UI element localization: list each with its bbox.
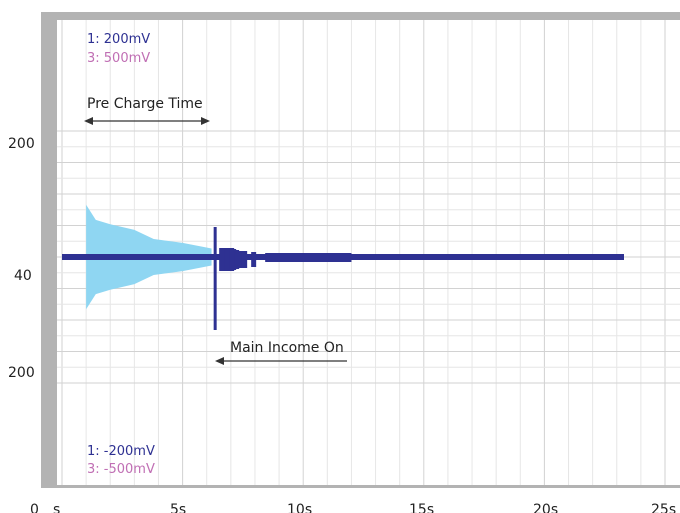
x-tick-label-0: 0 [30, 502, 39, 513]
pre-charge-annotation: Pre Charge Time [84, 96, 210, 125]
pre-charge-arrowhead-left [84, 117, 93, 125]
y-tick-label-middle: 40 [14, 268, 32, 284]
channel-1-trace [62, 227, 624, 330]
x-tick-label-25s: 25s [651, 502, 676, 513]
ch1-ringing [241, 251, 248, 268]
main-income-annotation: Main Income On [215, 340, 347, 365]
y-tick-label-lower: 200 [8, 365, 35, 381]
x-tick-label-5s: 5s [170, 502, 186, 513]
x-tick-label-15s: 15s [409, 502, 434, 513]
ch1-bottom-scale: 1: -200mV [87, 444, 155, 459]
ch1-switch-spike [213, 227, 217, 330]
main-income-arrowhead [215, 357, 224, 365]
ch1-ringing [251, 252, 257, 267]
y-tick-label-upper: 200 [8, 136, 35, 152]
ch1-top-scale: 1: 200mV [87, 32, 150, 47]
pre-charge-arrowhead-right [201, 117, 210, 125]
x-tick-label-10s: 10s [287, 502, 312, 513]
ch3-bottom-scale: 3: -500mV [87, 462, 155, 477]
x-tick-label-20s: 20s [533, 502, 558, 513]
x-tick-label-s: s [53, 502, 60, 513]
main-income-label: Main Income On [230, 340, 344, 356]
ch1-ringing [234, 251, 243, 268]
ch1-settling [265, 253, 352, 262]
ch3-top-scale: 3: 500mV [87, 51, 150, 66]
pre-charge-label: Pre Charge Time [87, 96, 203, 112]
